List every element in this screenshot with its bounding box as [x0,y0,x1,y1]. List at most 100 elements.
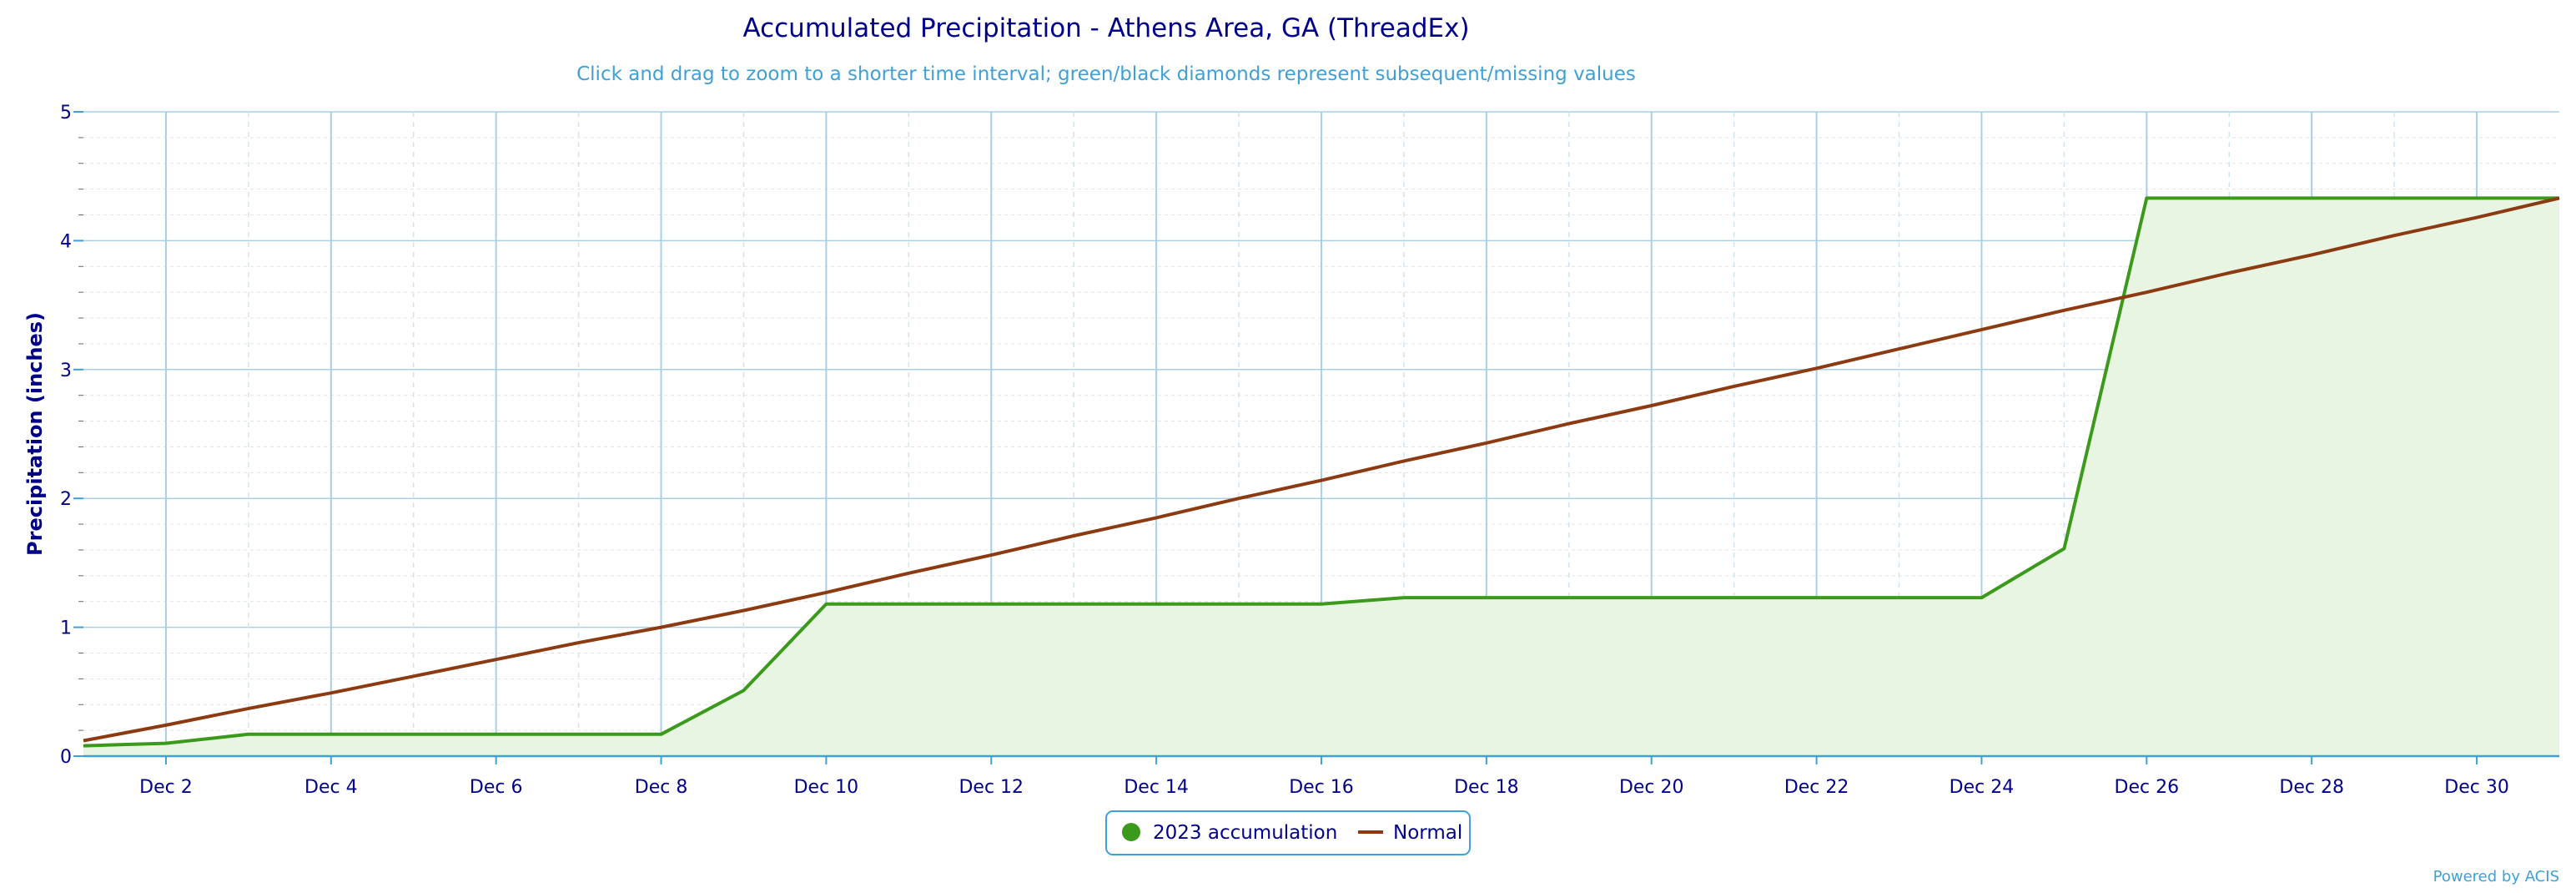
data-point-s0-26[interactable] [2141,193,2151,203]
legend-item-normal[interactable]: Normal [1358,822,1462,844]
y-tick-label: 5 [60,103,72,124]
x-tick-label: Dec 14 [1124,777,1189,798]
data-point-s0-24[interactable] [1976,593,1986,603]
x-tick-label: Dec 6 [470,777,523,798]
data-point-s0-16[interactable] [1316,599,1326,609]
area-layer [83,198,2559,756]
data-point-s0-22[interactable] [1812,593,1822,603]
data-point-s0-17[interactable] [1399,593,1409,603]
y-tick-label: 1 [60,618,72,639]
data-point-s0-13[interactable] [1069,599,1079,609]
data-point-s0-6[interactable] [491,729,501,739]
y-axis-title: Precipitation (inches) [23,312,47,556]
legend-item-2023-accumulation[interactable]: 2023 accumulation [1122,822,1337,844]
data-point-s1-30[interactable] [2472,213,2482,223]
data-point-s0-15[interactable] [1234,599,1244,609]
data-point-s0-19[interactable] [1564,593,1574,603]
data-point-s1-16[interactable] [1316,476,1326,486]
data-point-s1-7[interactable] [574,638,584,648]
data-point-s1-21[interactable] [1729,381,1739,391]
data-point-s0-9[interactable] [738,685,748,695]
x-tick-label: Dec 10 [794,777,859,798]
axes: 0 1 2 3 4 5 Dec 2 Dec 4 Dec 6 Dec 8 Dec 10 Dec 12 De… [60,103,2559,798]
x-tick-label: Dec 18 [1454,777,1519,798]
x-tick-label: Dec 12 [958,777,1024,798]
data-point-s1-13[interactable] [1069,531,1079,541]
data-point-s0-30[interactable] [2472,193,2482,203]
data-point-s0-3[interactable] [244,729,254,739]
x-tick-label: Dec 8 [635,777,688,798]
data-point-s1-29[interactable] [2389,230,2399,240]
series-line-1[interactable] [83,196,2560,743]
data-point-s1-9[interactable] [738,606,748,616]
data-point-s0-8[interactable] [657,729,667,739]
x-tick-label: Dec 4 [304,777,358,798]
data-point-s0-14[interactable] [1151,599,1161,609]
y-tick-label: 4 [60,231,72,252]
data-point-s1-17[interactable] [1399,456,1409,466]
legend-swatch-accumulation [1122,823,1140,841]
data-point-s1-2[interactable] [161,720,171,730]
line-layer [78,193,2564,749]
data-point-s0-29[interactable] [2389,193,2399,203]
data-point-s1-12[interactable] [986,550,996,560]
data-point-s1-6[interactable] [491,654,501,664]
data-point-s0-27[interactable] [2224,193,2234,203]
data-point-s1-4[interactable] [326,688,336,698]
data-point-s1-25[interactable] [2059,305,2069,315]
data-point-s0-18[interactable] [1482,593,1492,603]
legend-label-normal: Normal [1393,822,1462,844]
data-point-s1-10[interactable] [821,588,831,598]
legend-label-accumulation: 2023 accumulation [1153,822,1337,844]
data-point-s1-20[interactable] [1647,401,1657,411]
data-point-s1-11[interactable] [903,568,913,578]
x-tick-label: Dec 26 [2115,777,2180,798]
x-tick-label: Dec 22 [1784,777,1849,798]
data-point-s1-24[interactable] [1976,325,1986,335]
data-point-s1-3[interactable] [244,704,254,714]
data-point-s0-7[interactable] [574,729,584,739]
data-point-s1-18[interactable] [1482,438,1492,448]
data-point-s0-11[interactable] [903,599,913,609]
data-point-s0-23[interactable] [1894,593,1904,603]
data-point-s1-31[interactable] [2554,193,2564,203]
data-point-s1-5[interactable] [409,671,419,681]
data-point-s0-5[interactable] [409,729,419,739]
x-tick-label: Dec 28 [2279,777,2344,798]
y-tick-label: 2 [60,489,72,510]
x-tick-label: Dec 30 [2444,777,2509,798]
data-point-s1-1[interactable] [78,735,88,745]
legend-box [1105,810,1471,855]
data-point-s1-26[interactable] [2141,287,2151,297]
data-point-s1-14[interactable] [1151,512,1161,522]
data-point-s0-20[interactable] [1647,593,1657,603]
data-point-s0-21[interactable] [1729,593,1739,603]
data-point-s1-27[interactable] [2224,268,2234,278]
series-area-0 [83,198,2559,756]
data-point-s1-22[interactable] [1812,363,1822,373]
x-tick-label: Dec 16 [1289,777,1354,798]
data-point-s1-23[interactable] [1894,344,1904,354]
data-point-s0-4[interactable] [326,729,336,739]
data-point-s0-10[interactable] [821,599,831,609]
chart-title: Accumulated Precipitation - Athens Area,… [742,13,1469,43]
legend[interactable]: 2023 accumulation Normal [1105,810,1471,855]
x-tick-label: Dec 24 [1950,777,2015,798]
data-point-s0-25[interactable] [2059,543,2069,553]
credit-link[interactable]: Powered by ACIS [2433,868,2559,885]
y-tick-label: 0 [60,747,72,768]
data-point-s0-28[interactable] [2307,193,2317,203]
data-point-s1-28[interactable] [2307,250,2317,260]
data-point-s0-12[interactable] [986,599,996,609]
series-line-0[interactable] [83,196,2559,748]
data-point-s0-2[interactable] [161,739,171,749]
y-tick-label: 3 [60,361,72,381]
data-point-s1-19[interactable] [1564,419,1574,429]
data-point-s1-8[interactable] [657,623,667,633]
x-tick-label: Dec 20 [1619,777,1684,798]
chart-subtitle: Click and drag to zoom to a shorter time… [576,63,1636,85]
data-point-s1-15[interactable] [1234,493,1244,503]
x-tick-label: Dec 2 [139,777,193,798]
